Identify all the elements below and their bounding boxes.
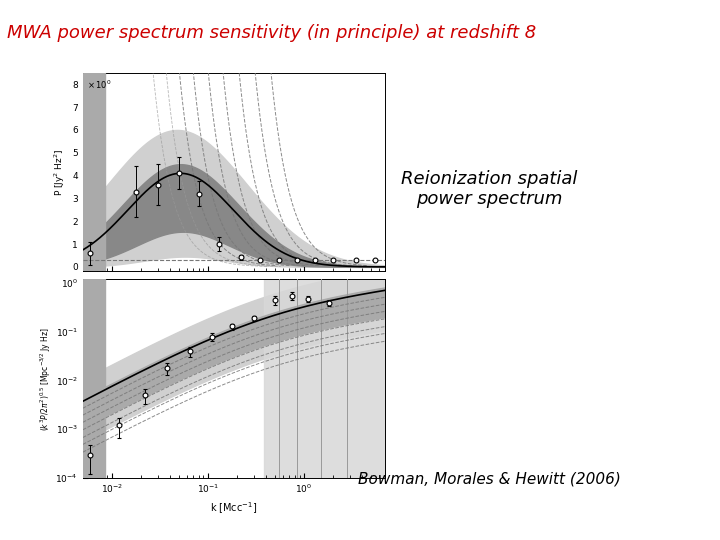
Bar xyxy=(83,73,105,272)
Y-axis label: $(k^3P/2\pi^2)^{0.5}$ [Mpc$^{-3/2}$ Jy Hz]: $(k^3P/2\pi^2)^{0.5}$ [Mpc$^{-3/2}$ Jy H… xyxy=(38,327,53,430)
X-axis label: k [Mcc$^{-1}$]: k [Mcc$^{-1}$] xyxy=(210,501,258,516)
Text: Reionization spatial
power spectrum: Reionization spatial power spectrum xyxy=(402,170,577,208)
Y-axis label: P [Jy$^2$ Hz$^2$]: P [Jy$^2$ Hz$^2$] xyxy=(53,148,67,196)
Bar xyxy=(83,279,105,478)
Text: MWA power spectrum sensitivity (in principle) at redshift 8: MWA power spectrum sensitivity (in princ… xyxy=(7,24,536,42)
Bar xyxy=(264,279,385,478)
Text: Bowman, Morales & Hewitt (2006): Bowman, Morales & Hewitt (2006) xyxy=(358,471,621,486)
Text: $\times\,10^0$: $\times\,10^0$ xyxy=(87,79,112,91)
